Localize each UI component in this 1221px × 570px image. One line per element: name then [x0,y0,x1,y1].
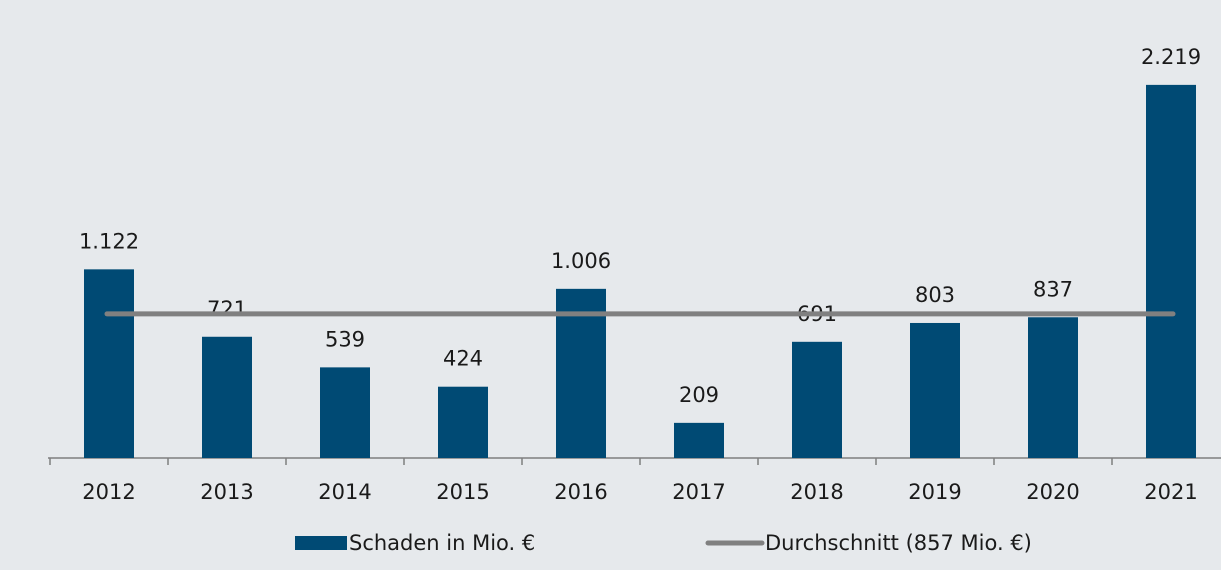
bar [202,336,252,458]
x-tick-label: 2019 [908,480,961,504]
x-tick-label: 2017 [672,480,725,504]
bar [320,367,370,458]
x-tick-label: 2014 [318,480,371,504]
value-label: 1.006 [551,249,611,273]
value-label: 721 [207,297,247,321]
x-tick-label: 2020 [1026,480,1079,504]
bar [84,269,134,458]
value-label: 424 [443,347,483,371]
x-tick-label: 2012 [82,480,135,504]
bar [438,386,488,458]
bar [910,322,960,458]
bar [556,288,606,458]
x-tick-label: 2013 [200,480,253,504]
bar [792,341,842,458]
value-label: 1.122 [79,229,139,253]
x-tick-label: 2015 [436,480,489,504]
value-label: 209 [679,383,719,407]
bar [1146,84,1196,458]
legend-label: Durchschnitt (857 Mio. €) [765,531,1032,555]
x-tick-label: 2018 [790,480,843,504]
x-tick-label: 2021 [1144,480,1197,504]
bar [674,422,724,458]
value-label: 539 [325,327,365,351]
value-label: 803 [915,283,955,307]
legend-label: Schaden in Mio. € [349,531,535,555]
bar [1028,317,1078,458]
x-tick-label: 2016 [554,480,607,504]
value-label: 837 [1033,277,1073,301]
legend-swatch [295,536,347,550]
value-label: 2.219 [1141,45,1201,69]
